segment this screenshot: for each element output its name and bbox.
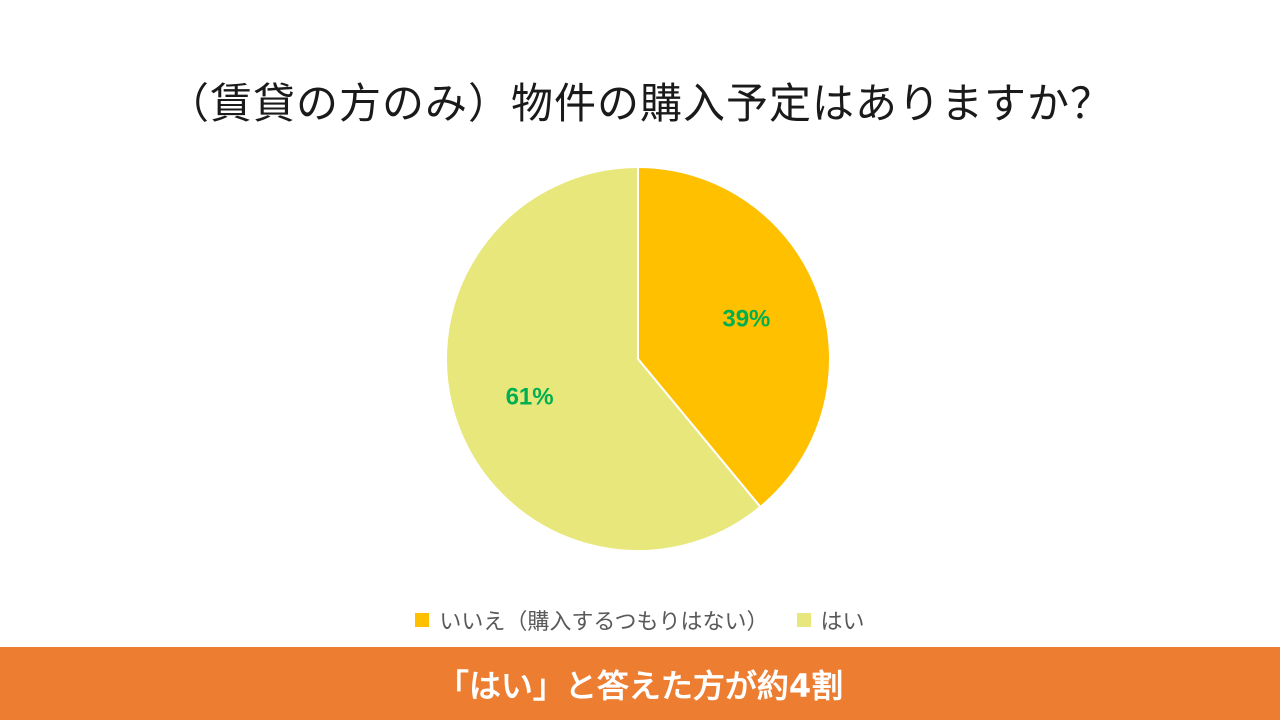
- legend-swatch-yes: [796, 613, 811, 627]
- pie-slice-no: [637, 165, 831, 509]
- summary-text: 「はい」と答えた方が約4割: [436, 666, 844, 705]
- pie-chart: 39% 61%: [445, 165, 831, 552]
- chart-title: （賃貸の方のみ）物件の購入予定はありますか？: [166, 79, 1113, 128]
- legend-item-yes: はい: [796, 604, 865, 636]
- summary-banner: 「はい」と答えた方が約4割: [0, 647, 1280, 720]
- data-label-no: 39%: [722, 305, 770, 332]
- legend-swatch-no: [415, 613, 430, 627]
- legend-item-no: いいえ（購入するつもりはない）: [415, 604, 769, 636]
- pie-slice-yes: [445, 165, 762, 552]
- legend-label-no: いいえ（購入するつもりはない）: [439, 610, 769, 635]
- legend-label-yes: はい: [820, 610, 865, 635]
- data-label-yes: 61%: [506, 383, 554, 410]
- legend: いいえ（購入するつもりはない） はい: [0, 604, 1280, 636]
